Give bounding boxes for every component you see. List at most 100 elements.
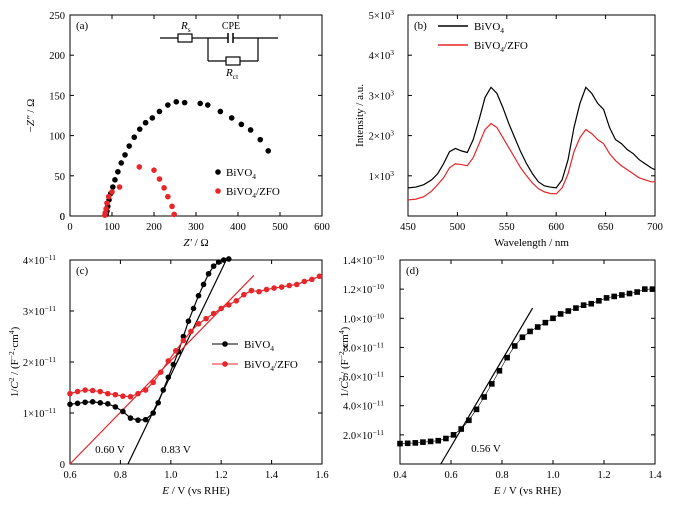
data-point [122, 152, 128, 158]
y-tick-label: 200 [49, 51, 65, 62]
data-point [195, 320, 202, 327]
data-point [217, 108, 224, 115]
chart-panel-d: 0.4 0.6 0.8 1.0 1.2 1.42.0×10−114.0×10−116.0×… [337, 253, 662, 497]
data-point [173, 347, 179, 354]
y-axis-label: −Z″ / Ω [25, 99, 37, 133]
legend-item: BiVO4 [438, 21, 504, 35]
data-point [173, 99, 180, 105]
x-tick-label: 1.4 [265, 470, 279, 481]
series-line [407, 122, 655, 201]
data-point [263, 286, 270, 293]
data-point [82, 387, 88, 393]
y-tick-label: 1.0×10−10 [343, 311, 385, 325]
data-point [247, 127, 254, 133]
label-cpe: CPE [222, 21, 240, 32]
x-axis-label: E / V (vs RHE) [161, 485, 230, 497]
x-tick-label: 0 [67, 222, 72, 233]
data-point [171, 211, 177, 218]
plot-frame [69, 14, 323, 217]
data-point [67, 390, 73, 397]
chart-panel-b: 450 500 550 600 650 700 1×103 2×103 3×103 4×103 5×… [354, 8, 663, 249]
data-point [165, 374, 172, 381]
data-point [286, 282, 293, 289]
x-tick-label: 0.8 [114, 470, 127, 481]
x-tick-label: 1.2 [215, 470, 228, 481]
data-point [161, 185, 167, 191]
data-point [135, 390, 141, 397]
data-point [278, 284, 285, 290]
panel-label: (d) [406, 265, 419, 277]
x-tick-label: 0.6 [444, 470, 457, 481]
x-tick-label: 600 [314, 222, 330, 233]
data-point [197, 100, 203, 107]
data-point [103, 205, 109, 212]
y-tick-label: 4×103 [369, 48, 395, 62]
data-point [67, 401, 73, 408]
data-point [190, 305, 197, 312]
data-point [185, 318, 192, 325]
label-rs: Rs [180, 20, 191, 34]
x-tick-label: 0.8 [495, 470, 508, 481]
x-tick-label: 200 [146, 222, 162, 233]
fit-line [440, 307, 534, 465]
data-point [112, 177, 118, 183]
data-point [210, 310, 217, 317]
data-point [233, 298, 240, 304]
y-tick-label: 150 [49, 91, 65, 102]
y-tick-label: 1×103 [369, 169, 395, 183]
data-point [170, 361, 177, 368]
data-point [127, 415, 134, 421]
series-line [69, 275, 320, 398]
y-tick-label: 1×10−11 [23, 406, 56, 420]
legend-marker [215, 188, 221, 194]
x-tick-label: 500 [272, 222, 288, 233]
y-tick-label: 2×103 [369, 129, 395, 143]
data-point [110, 184, 116, 190]
legend-label: BiVO4 [474, 21, 504, 35]
legend-item: BiVO4 [212, 339, 274, 353]
data-point [180, 337, 187, 344]
data-point [135, 417, 141, 423]
x-tick-label: 600 [548, 222, 564, 233]
series-0 [397, 286, 656, 447]
data-point [97, 388, 104, 395]
data-point [265, 148, 272, 154]
chart-panel-c: 0.6 0.8 1.0 1.2 1.4 1.6 1×10−11 2×10−11 3×10−11 4… [7, 253, 329, 497]
data-point [105, 390, 111, 397]
annotation-0.56V: 0.56 V [471, 443, 501, 455]
data-point [74, 388, 81, 395]
y-tick-label: 4×10−11 [23, 253, 56, 267]
data-point [256, 288, 262, 295]
data-point [200, 281, 207, 288]
data-point [210, 263, 217, 269]
x-tick-label: 0.6 [63, 470, 76, 481]
data-point [74, 400, 81, 407]
x-tick-label: 450 [400, 222, 416, 233]
legend-label: BiVO4/ZFO [226, 186, 280, 200]
x-tick-label: 1.0 [546, 470, 559, 481]
resistor-rct [225, 56, 241, 66]
y-axis-label: Intensity / a.u. [354, 84, 366, 147]
equivalent-circuit-inset: Rs CPE Rct [160, 20, 278, 81]
y-tick-label: 50 [55, 172, 66, 183]
y-axis-label: 1/C2 / (F−2·cm4) [7, 326, 21, 397]
panel-label: (c) [76, 265, 89, 277]
data-point [112, 404, 119, 410]
data-point [105, 401, 111, 407]
data-point [181, 99, 188, 106]
data-point [204, 102, 211, 108]
x-axis-label: Z′ / Ω [183, 237, 208, 249]
x-tick-label: 1.6 [315, 470, 328, 481]
data-point [220, 257, 227, 263]
panel-label: (a) [76, 20, 89, 32]
annotation-0.60V: 0.60 V [95, 444, 125, 456]
data-point [241, 291, 247, 298]
data-point [218, 305, 224, 312]
y-tick-label: 0 [60, 460, 65, 471]
series-1 [407, 122, 655, 201]
y-tick-label: 1.2×10−10 [343, 282, 385, 296]
data-point [316, 273, 323, 280]
data-point [165, 358, 172, 364]
y-tick-label: 250 [49, 11, 65, 22]
label-rct: Rct [225, 67, 239, 81]
